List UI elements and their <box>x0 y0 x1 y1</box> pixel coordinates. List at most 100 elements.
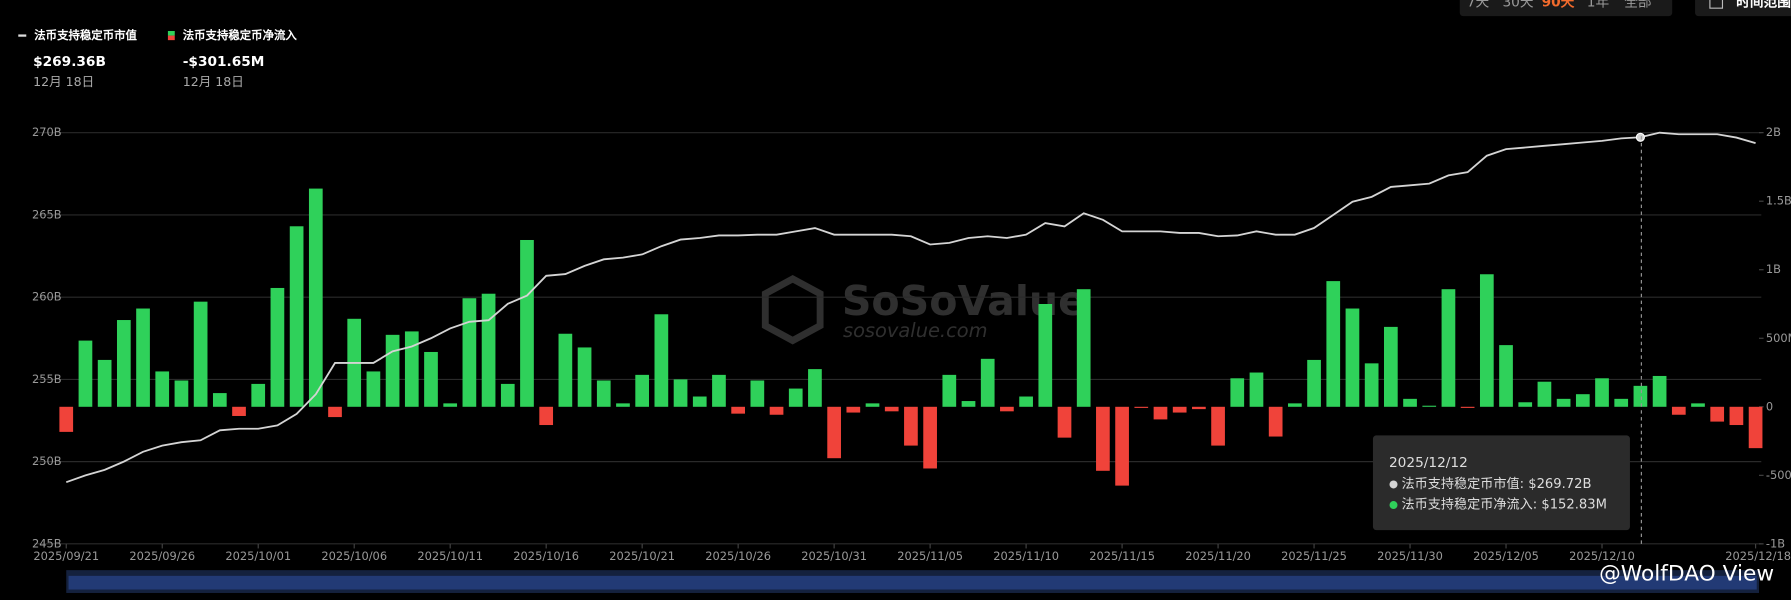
y-tick-label: 255B <box>32 372 62 386</box>
bar <box>1518 402 1533 407</box>
x-tick-label: 2025/09/21 <box>33 549 99 563</box>
bar <box>750 380 765 407</box>
x-tick-label: 2025/09/26 <box>129 549 195 563</box>
bar <box>136 308 150 407</box>
bar <box>1172 406 1187 413</box>
bar <box>769 406 784 415</box>
x-tick-label: 2025/10/31 <box>801 549 867 563</box>
range-controls: 时间范围 7天 30天 90天 1年 全部 <box>1459 0 1791 17</box>
bar <box>155 371 170 407</box>
y-tick-label: 260B <box>32 290 62 304</box>
x-tick-label: 2025/11/25 <box>1281 549 1347 563</box>
tooltip <box>1372 435 1630 531</box>
range-picker[interactable] <box>1695 0 1791 17</box>
tooltip-dot <box>1389 480 1398 489</box>
summary-value: $269.36B <box>33 54 106 70</box>
bar <box>366 371 381 407</box>
x-tick-label: 2025/11/10 <box>993 549 1059 563</box>
bar <box>481 293 496 407</box>
bar <box>923 406 937 469</box>
bar <box>1115 406 1129 486</box>
bar <box>1729 406 1744 426</box>
bar <box>1364 363 1379 407</box>
y2-tick-label: 1.5B <box>1766 194 1791 208</box>
bar <box>404 331 419 407</box>
legend-label: 法币支持稳定币净流入 <box>183 28 298 42</box>
bar <box>1403 398 1417 407</box>
bar <box>1479 274 1494 407</box>
bar <box>1134 406 1149 408</box>
bar <box>616 403 630 407</box>
bar <box>1076 289 1091 407</box>
bar <box>1211 406 1225 446</box>
range-button[interactable]: 90天 <box>1542 0 1575 10</box>
bar <box>1038 303 1053 407</box>
bar <box>577 347 592 407</box>
y2-tick-label: -500M <box>1766 468 1791 482</box>
bar <box>1192 406 1206 410</box>
x-tick-label: 2025/12/05 <box>1473 549 1539 563</box>
bar <box>1019 396 1033 407</box>
calendar-icon <box>1709 0 1724 9</box>
bar <box>654 314 669 407</box>
tooltip-line: 法币支持稳定币净流入: $152.83M <box>1402 497 1607 513</box>
bar <box>1307 359 1321 407</box>
y2-tick-label: 0 <box>1766 399 1773 413</box>
bar <box>980 358 995 407</box>
bar <box>59 406 74 432</box>
bar <box>1268 406 1283 437</box>
bar <box>558 333 573 407</box>
bar <box>1575 394 1590 407</box>
bar <box>174 380 189 407</box>
bar <box>865 403 880 407</box>
bar <box>1537 381 1552 407</box>
summary-value: -$301.65M <box>183 54 265 70</box>
legend-bar-icon <box>167 35 175 41</box>
bar <box>904 406 918 446</box>
bar <box>385 334 400 407</box>
bar <box>1345 308 1360 407</box>
bar <box>308 188 323 407</box>
bar <box>1556 398 1571 407</box>
crosshair-point <box>1635 132 1645 142</box>
range-button[interactable]: 全部 <box>1624 0 1651 10</box>
y2-tick-label: 2B <box>1766 125 1781 139</box>
y-tick-label: 265B <box>32 207 62 221</box>
bar <box>116 320 131 407</box>
bar <box>1096 406 1110 471</box>
range-button[interactable]: 30天 <box>1502 0 1533 10</box>
bar <box>1057 406 1072 438</box>
range-group <box>1459 0 1673 17</box>
bar <box>500 383 515 407</box>
range-button[interactable]: 1年 <box>1587 0 1610 10</box>
bar <box>1441 289 1456 407</box>
bar <box>1230 378 1245 407</box>
range-picker-label[interactable]: 时间范围 <box>1736 0 1791 10</box>
bar <box>596 380 611 407</box>
bar <box>1383 326 1398 407</box>
bar <box>193 301 208 407</box>
tooltip-line: 法币支持稳定币市值: $269.72B <box>1402 475 1592 492</box>
bar <box>1633 385 1648 407</box>
x-tick-label: 2025/10/16 <box>513 549 579 563</box>
navigator-window[interactable] <box>68 575 1757 590</box>
bar <box>712 374 726 407</box>
bar <box>1595 378 1609 407</box>
bar <box>212 393 227 407</box>
x-tick-label: 2025/11/05 <box>897 549 963 563</box>
x-tick-label: 2025/11/30 <box>1377 549 1443 563</box>
bar <box>1249 372 1264 407</box>
tooltip-date: 2025/12/12 <box>1389 455 1468 471</box>
tooltip-dot <box>1389 501 1398 510</box>
y-tick-label: 270B <box>32 125 62 139</box>
y2-tick-label: 1B <box>1766 262 1781 276</box>
bar <box>1614 398 1629 407</box>
bar <box>539 406 554 426</box>
bar <box>808 369 822 407</box>
range-button[interactable]: 7天 <box>1467 0 1490 10</box>
bar <box>1000 406 1014 412</box>
bar <box>1691 403 1705 407</box>
bar <box>961 401 976 407</box>
bar <box>1499 345 1513 407</box>
